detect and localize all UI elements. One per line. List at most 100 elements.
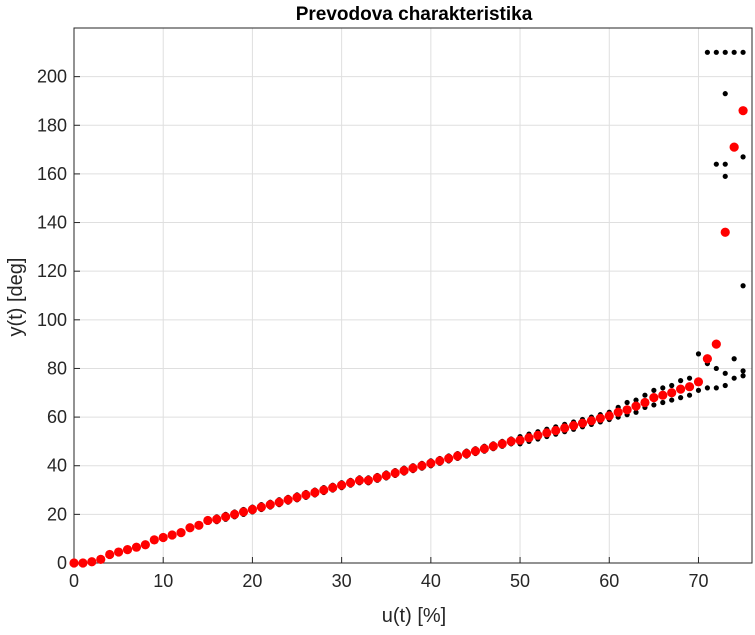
data-point xyxy=(542,428,552,438)
data-point xyxy=(221,512,231,522)
data-point xyxy=(722,161,728,167)
data-point xyxy=(69,558,79,568)
data-point xyxy=(678,378,684,384)
data-point xyxy=(524,433,534,443)
x-tick-label: 50 xyxy=(510,571,530,591)
data-point xyxy=(479,444,489,454)
data-point xyxy=(488,441,498,451)
data-point xyxy=(194,520,204,530)
y-tick-label: 60 xyxy=(47,407,67,427)
data-point xyxy=(96,554,106,564)
y-tick-label: 0 xyxy=(57,553,67,573)
data-point xyxy=(713,385,719,391)
data-point xyxy=(399,465,409,476)
data-point xyxy=(669,382,675,389)
y-tick-label: 80 xyxy=(47,358,67,378)
data-point xyxy=(417,461,427,471)
data-point xyxy=(660,385,666,391)
data-point xyxy=(470,446,481,456)
data-point xyxy=(568,421,579,431)
data-point xyxy=(354,475,365,485)
data-point xyxy=(595,413,605,423)
data-point xyxy=(560,423,570,433)
data-point xyxy=(651,402,657,408)
data-point xyxy=(78,558,88,568)
data-point xyxy=(604,411,614,421)
y-tick-label: 120 xyxy=(37,261,67,281)
y-tick-label: 200 xyxy=(37,67,67,87)
data-point xyxy=(185,523,195,533)
data-point xyxy=(631,401,641,411)
data-point xyxy=(515,435,525,445)
data-point xyxy=(453,451,463,461)
data-point xyxy=(586,416,597,426)
data-point xyxy=(722,91,728,97)
data-point xyxy=(633,409,639,415)
data-point xyxy=(642,392,648,398)
x-tick-label: 30 xyxy=(332,571,352,591)
y-tick-label: 160 xyxy=(37,164,67,184)
data-point xyxy=(328,483,338,493)
data-point xyxy=(738,106,748,116)
data-point xyxy=(390,468,400,478)
data-point xyxy=(695,387,702,393)
x-tick-label: 20 xyxy=(242,571,262,591)
data-point xyxy=(426,458,436,468)
data-point xyxy=(740,368,746,374)
data-point xyxy=(722,382,728,389)
data-point xyxy=(731,375,737,381)
x-tick-label: 10 xyxy=(153,571,173,591)
data-point xyxy=(613,407,623,417)
data-point xyxy=(640,397,650,408)
data-point xyxy=(247,504,258,515)
data-point xyxy=(722,49,728,55)
data-point xyxy=(713,365,719,372)
data-point xyxy=(649,393,659,403)
data-point xyxy=(667,388,677,398)
data-point xyxy=(114,547,124,557)
data-point xyxy=(506,436,516,447)
data-point xyxy=(131,542,142,552)
data-point xyxy=(731,49,737,55)
data-point xyxy=(740,283,746,289)
data-point xyxy=(622,405,632,415)
data-point xyxy=(633,397,639,403)
data-point xyxy=(87,557,97,567)
data-point xyxy=(310,487,320,498)
data-point xyxy=(702,354,712,364)
data-point xyxy=(203,515,213,526)
data-point xyxy=(713,49,719,55)
data-point xyxy=(176,528,186,538)
data-point xyxy=(722,370,728,376)
data-point xyxy=(704,49,710,55)
data-point xyxy=(729,142,739,152)
plot-area xyxy=(73,27,753,564)
data-point xyxy=(551,425,561,436)
data-point xyxy=(105,549,115,560)
data-point xyxy=(283,495,293,505)
series-1 xyxy=(69,106,748,568)
data-point xyxy=(693,377,704,387)
data-point xyxy=(301,490,311,500)
data-point xyxy=(435,456,445,466)
data-point xyxy=(658,390,668,400)
y-tick-label: 40 xyxy=(47,456,67,476)
data-point xyxy=(533,430,543,440)
chart-title: Prevodova charakteristika xyxy=(296,4,533,25)
data-point xyxy=(229,509,240,519)
x-tick-label: 40 xyxy=(421,571,441,591)
data-point xyxy=(684,382,695,392)
data-point xyxy=(265,500,275,510)
data-point xyxy=(497,439,507,449)
x-axis-label: u(t) [%] xyxy=(382,605,446,627)
data-point xyxy=(624,399,630,406)
data-point xyxy=(740,154,746,160)
y-tick-label: 180 xyxy=(37,115,67,135)
data-point xyxy=(238,507,249,517)
y-tick-label: 20 xyxy=(47,504,67,524)
data-point xyxy=(274,497,284,507)
data-point xyxy=(363,475,373,485)
data-point xyxy=(651,387,657,393)
